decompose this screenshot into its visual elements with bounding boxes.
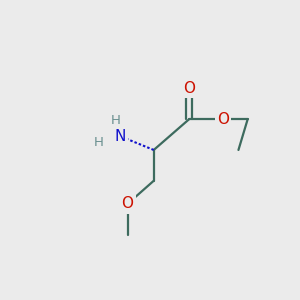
Text: H: H (93, 136, 103, 149)
Text: H: H (110, 114, 120, 127)
Text: N: N (114, 129, 126, 144)
Text: O: O (183, 81, 195, 96)
Text: O: O (122, 196, 134, 211)
Text: O: O (217, 112, 229, 127)
